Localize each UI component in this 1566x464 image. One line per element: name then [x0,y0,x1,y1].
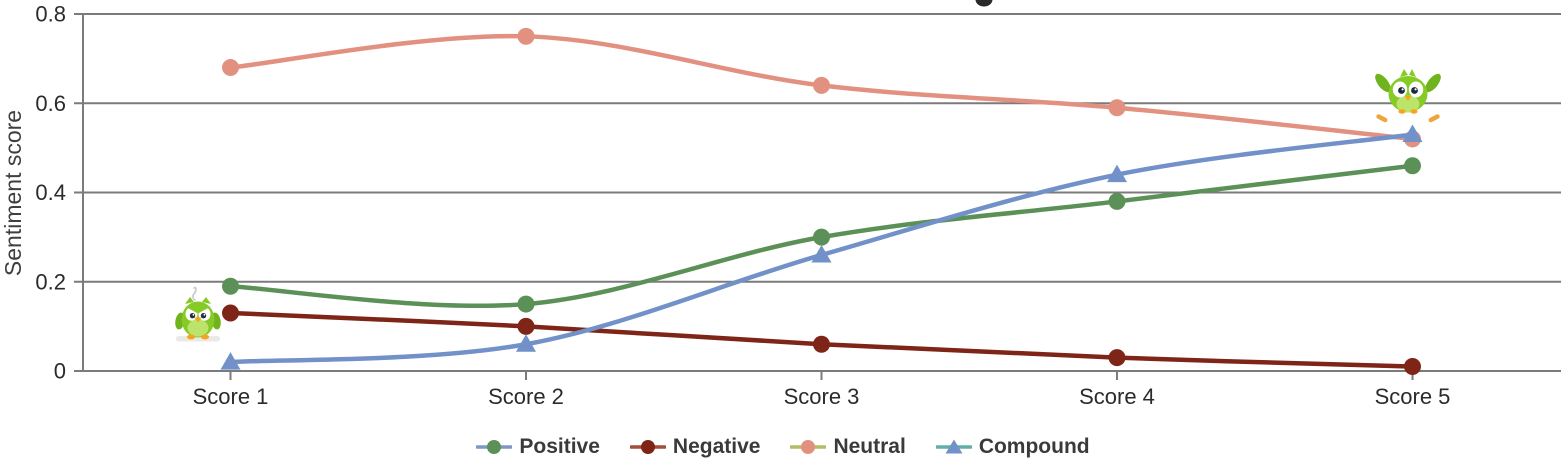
point-neutral-1 [222,59,239,77]
plot-layer: 0 0.2 0.4 0.6 0.8 Score 1 Score 2 Score 3 Score … [0,2,1561,409]
point-negative-4 [1108,349,1126,367]
owl-right-pupil [1411,87,1418,94]
category-label-score-1: Score 1 [193,384,269,409]
owl-eye-glint [203,313,206,316]
point-compound-1 [220,352,241,370]
legend-marker-negative [629,440,666,454]
legend-circle-marker [487,440,502,454]
owl-angry-brow-left [185,306,198,314]
ytick-label-0.6: 0.6 [35,91,66,116]
owl-base [176,336,220,342]
legend-item-negative: Negative [629,435,761,459]
category-label-score-5: Score 5 [1375,384,1451,409]
legend-marker-neutral [790,440,827,454]
legend-circle-marker [801,440,816,454]
owl-beak [1404,96,1412,101]
ytick-label-0.8: 0.8 [35,2,66,27]
point-negative-5 [1404,358,1421,376]
point-positive-1 [222,277,239,295]
point-neutral-3 [813,76,830,94]
point-compound-4 [1107,164,1127,183]
point-negative-2 [517,317,535,335]
ytick-label-0: 0 [54,359,66,384]
owl-ear-tuft-left [185,297,194,304]
legend-marker-positive [476,440,513,454]
point-compound-3 [811,244,832,263]
duo-owl-standing-sticker [175,286,221,342]
point-neutral-4 [1108,99,1126,117]
chart-legend: Positive Negative Neutral Compound [0,435,1566,459]
point-positive-4 [1108,192,1126,210]
owl-belly [1396,95,1420,113]
owl-eye-glint [1414,88,1417,91]
legend-label-neutral: Neutral [833,435,906,458]
owl-right-pupil [200,313,207,319]
legend-marker-compound [935,439,972,454]
ytick-label-0.4: 0.4 [35,180,66,205]
motion-dash-left [1376,114,1388,123]
point-positive-2 [517,295,535,313]
duo-owl-flying-sticker [1375,69,1441,123]
category-label-score-2: Score 2 [488,384,564,409]
legend-item-compound: Compound [935,435,1090,459]
ytick-label-0.2: 0.2 [35,269,66,294]
point-negative-3 [813,335,830,353]
point-positive-3 [813,228,830,246]
point-positive-5 [1404,157,1421,175]
owl-left-pupil [1398,87,1405,94]
point-compound-5 [1402,124,1423,142]
category-label-score-3: Score 3 [784,384,860,409]
owl-eye-glint [1401,88,1404,91]
legend-label-compound: Compound [978,435,1090,458]
category-label-score-4: Score 4 [1079,384,1155,409]
owl-right-wing-raised [1425,73,1441,93]
legend-item-positive: Positive [476,435,600,459]
clipped-title-descender [975,0,993,7]
owl-right-foot [201,334,209,340]
legend-label-negative: Negative [672,435,761,458]
legend-label-positive: Positive [519,435,600,458]
y-axis-title: Sentiment score [0,110,26,276]
owl-beak [194,317,202,323]
legend-item-neutral: Neutral [790,435,906,459]
point-compound-2 [516,334,536,352]
point-neutral-2 [517,27,535,45]
legend-circle-marker [640,440,655,454]
owl-angry-brow-right [198,306,211,314]
motion-dash-right [1428,114,1440,123]
owl-eye-glint [192,313,195,316]
owl-left-pupil [189,313,196,319]
owl-ear-tuft-right [202,297,211,304]
owl-left-wing-raised [1375,73,1391,93]
owl-ear-tuft-right [1409,69,1416,77]
owl-left-foot [1398,109,1406,114]
owl-right-foot [1410,109,1418,114]
owl-ear-tuft-left [1400,69,1408,77]
legend-triangle-marker [945,439,963,454]
owl-left-foot [187,334,195,340]
steam-wisp-icon [192,286,197,301]
owl-belly [187,319,209,337]
point-negative-1 [222,304,239,322]
